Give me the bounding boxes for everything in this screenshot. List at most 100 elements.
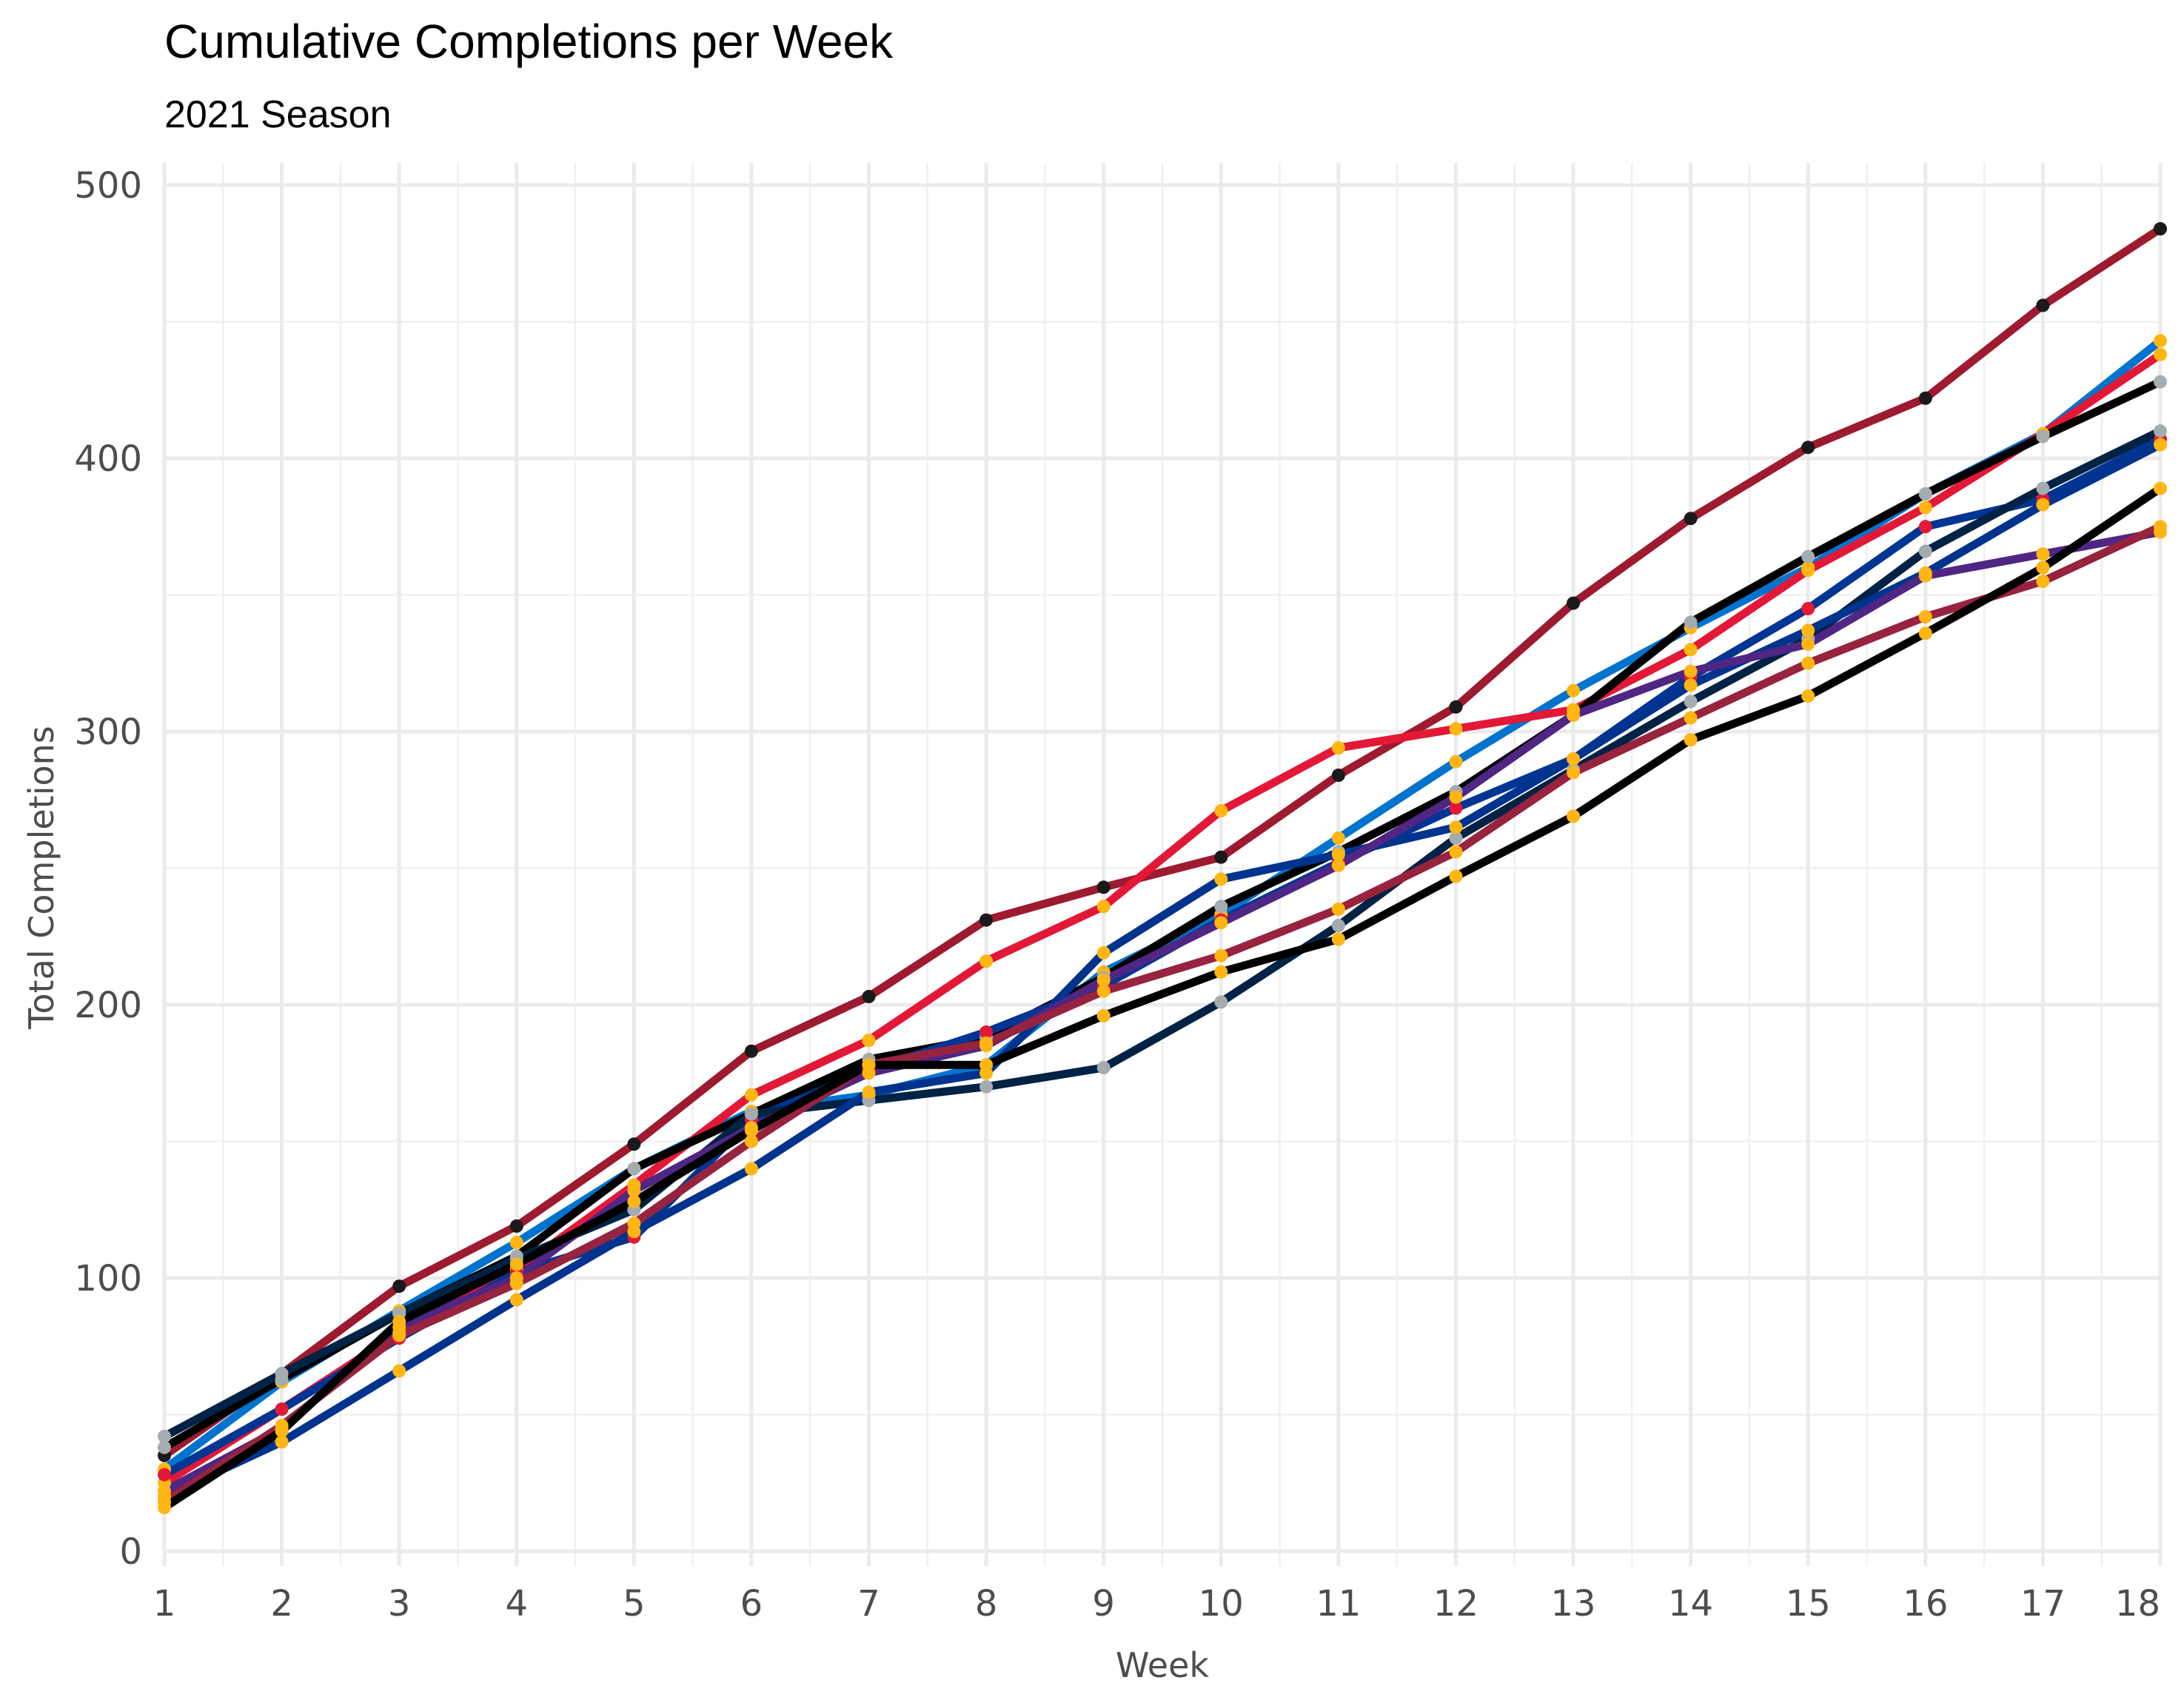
x-tick-label: 13 (1551, 1583, 1596, 1625)
chart-subtitle: 2021 Season (164, 93, 392, 136)
x-tick-label: 16 (1903, 1583, 1948, 1625)
x-tick-label: 15 (1786, 1583, 1831, 1625)
series-line-10 (160, 484, 2165, 1512)
data-point (979, 1025, 994, 1039)
data-point (1918, 501, 1932, 515)
data-point (1801, 549, 1815, 563)
x-tick-label: 18 (2115, 1583, 2160, 1625)
data-point (1801, 602, 1815, 615)
data-point (2154, 424, 2167, 438)
data-point (1449, 831, 1463, 845)
x-tick-label: 2 (270, 1583, 293, 1625)
data-point (509, 1236, 523, 1249)
data-point (627, 1137, 641, 1151)
data-point (2154, 438, 2167, 452)
y-tick-label: 0 (119, 1531, 142, 1573)
data-point (1449, 700, 1463, 714)
grid-lines (162, 163, 2163, 1566)
data-point (862, 989, 876, 1003)
data-point (1918, 487, 1932, 501)
data-point (1449, 845, 1463, 859)
data-point (275, 1402, 289, 1416)
data-point (1331, 741, 1345, 755)
series-points (158, 222, 2167, 1514)
data-point (1567, 752, 1581, 766)
data-point (1918, 626, 1932, 640)
series-line-1 (160, 224, 2165, 1460)
data-point (627, 1183, 641, 1197)
data-point (1096, 880, 1111, 894)
data-point (979, 913, 994, 927)
data-point (627, 1217, 641, 1231)
data-point (1801, 623, 1815, 638)
data-point (2036, 575, 2050, 588)
data-point (1684, 711, 1698, 725)
y-tick-labels: 0 100 200 300 400 500 (74, 165, 142, 1573)
x-tick-label: 7 (857, 1583, 880, 1625)
data-point (1801, 637, 1815, 651)
data-point (392, 1364, 406, 1378)
data-point (1684, 512, 1698, 526)
y-axis-title: Total Completions (21, 726, 61, 1030)
data-point (1684, 695, 1698, 709)
data-point (1449, 790, 1463, 804)
data-point (1684, 678, 1698, 692)
x-tick-label: 17 (2020, 1583, 2066, 1625)
data-point (2154, 520, 2167, 534)
x-tick-label: 6 (740, 1583, 763, 1625)
x-tick-label: 5 (623, 1583, 646, 1625)
data-point (1567, 809, 1581, 823)
x-tick-label: 10 (1199, 1583, 1244, 1625)
data-point (158, 1468, 171, 1482)
data-point (1918, 520, 1932, 534)
y-tick-label: 100 (74, 1258, 142, 1299)
series-line-9 (160, 522, 2165, 1507)
data-point (1918, 544, 1932, 558)
data-point (1214, 916, 1228, 930)
data-point (979, 954, 994, 968)
data-point (1449, 755, 1463, 769)
data-point (1331, 831, 1345, 845)
y-tick-label: 300 (74, 712, 142, 753)
data-point (744, 1044, 758, 1058)
data-point (1684, 615, 1698, 629)
data-point (1214, 900, 1228, 914)
data-point (275, 1424, 289, 1438)
data-point (1214, 948, 1228, 963)
data-point (2154, 222, 2167, 235)
data-point (275, 1435, 289, 1449)
data-point (509, 1257, 523, 1271)
data-point (1918, 569, 1932, 583)
data-point (1567, 596, 1581, 610)
data-point (1801, 689, 1815, 703)
data-point (1331, 919, 1345, 932)
data-point (1331, 932, 1345, 946)
x-tick-label: 14 (1668, 1583, 1713, 1625)
data-point (158, 1430, 171, 1443)
x-tick-label: 4 (505, 1583, 528, 1625)
data-point (275, 1367, 289, 1381)
x-tick-label: 9 (1092, 1583, 1115, 1625)
data-point (509, 1219, 523, 1233)
data-point (1214, 850, 1228, 864)
data-point (744, 1107, 758, 1121)
data-point (158, 1440, 171, 1454)
data-point (2036, 547, 2050, 561)
data-point (1331, 848, 1345, 861)
data-point (1684, 733, 1698, 747)
data-point (744, 1088, 758, 1102)
series-lines (160, 224, 2165, 1512)
x-tick-label: 8 (975, 1583, 998, 1625)
data-point (1096, 946, 1111, 960)
x-tick-labels: 1 2 3 4 5 6 7 8 9 10 11 12 13 14 15 16 17 18 (153, 1583, 2160, 1625)
y-tick-label: 500 (74, 165, 142, 207)
data-point (2154, 334, 2167, 348)
data-point (1918, 610, 1932, 623)
data-point (2036, 498, 2050, 512)
x-axis-title: Week (1116, 1645, 1209, 1685)
data-point (627, 1162, 641, 1176)
data-point (1567, 683, 1581, 697)
y-tick-label: 400 (74, 438, 142, 480)
data-point (1096, 973, 1111, 987)
